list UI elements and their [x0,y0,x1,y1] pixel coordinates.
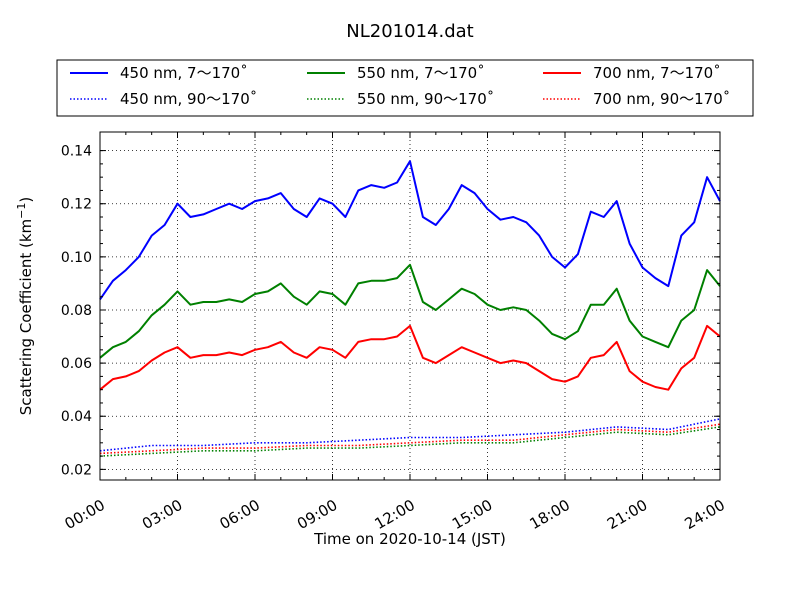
y-axis-label-sup: −1 [15,203,28,219]
x-tick-label: 06:00 [217,496,263,533]
y-axis-label-tail: ) [17,197,35,203]
y-tick-label: 0.04 [61,409,92,425]
y-tick-label: 0.08 [61,303,92,319]
grid [99,132,721,480]
x-tick-label: 00:00 [62,496,108,533]
x-tick-label: 24:00 [682,496,728,533]
y-tick-label: 0.06 [61,356,92,372]
x-tick-label: 09:00 [294,496,340,533]
y-tick-label: 0.10 [61,250,92,266]
legend-label-0: 450 nm, 7～170˚ [120,64,248,82]
x-tick-label: 21:00 [604,496,650,533]
legend-label-2: 700 nm, 7～170˚ [593,64,721,82]
legend-label-4: 550 nm, 90～170˚ [357,90,494,108]
y-tick-label: 0.12 [61,197,92,213]
legend-label-3: 450 nm, 90～170˚ [120,90,257,108]
y-tick-label: 0.02 [61,462,92,478]
x-tick-label: 15:00 [449,496,495,533]
y-tick-label: 0.14 [61,144,92,160]
legend-label-5: 700 nm, 90～170˚ [593,90,730,108]
series-line-4 [99,426,721,457]
y-axis-label: Scattering Coefficient (km−1) [15,197,35,416]
legend-box [56,59,754,117]
ticks: 0.02 0.04 0.06 0.08 0.10 0.12 0.14 00:00 03:00 06… [61,132,728,533]
x-axis-label: Time on 2020-10-14 (JST) [313,530,506,548]
x-tick-label: 03:00 [139,496,185,533]
x-tick-label: 18:00 [527,496,573,533]
series-line-2 [99,324,721,391]
series-line-1 [99,263,721,359]
legend-label-1: 550 nm, 7～170˚ [357,64,485,82]
series-line-0 [99,160,721,300]
y-axis-label-main: Scattering Coefficient (km [17,219,35,415]
series-line-3 [99,418,721,452]
x-tick-label: 12:00 [372,496,418,533]
chart-title: NL201014.dat [346,21,473,42]
series-layer [99,160,721,457]
legend: 450 nm, 7～170˚ 550 nm, 7～170˚ 700 nm, 7～17… [70,64,730,108]
